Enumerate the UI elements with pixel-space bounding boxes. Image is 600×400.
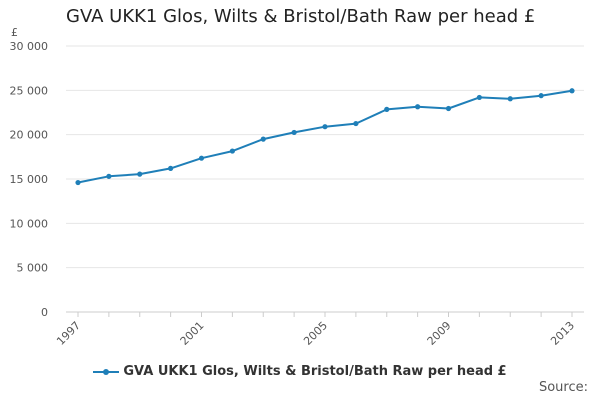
- data-point: [353, 120, 359, 127]
- data-point: [168, 165, 174, 171]
- y-tick-label: 15 000: [10, 173, 49, 186]
- legend-marker-icon: [93, 367, 120, 377]
- data-point: [75, 179, 81, 186]
- x-tick-labels: 1997 2001 2005 2009 2013: [54, 319, 577, 348]
- data-point: [106, 173, 112, 179]
- source-label: Source:: [538, 380, 588, 395]
- data-point: [322, 124, 328, 130]
- y-unit-label: £: [11, 26, 18, 39]
- x-tick-label: 2001: [178, 319, 207, 348]
- data-point: [507, 96, 513, 102]
- axes: [66, 311, 584, 317]
- y-tick-label: 25 000: [10, 84, 49, 97]
- y-tick-label: 20 000: [10, 129, 49, 142]
- y-tick-label: 0: [41, 306, 48, 319]
- data-point: [415, 104, 421, 110]
- legend-label: GVA UKK1 Glos, Wilts & Bristol/Bath Raw …: [123, 364, 507, 379]
- data-point: [229, 148, 235, 154]
- y-tick-label: 5 000: [17, 262, 49, 275]
- gridlines: [66, 45, 584, 269]
- legend-dot: [103, 368, 110, 375]
- series-line: [77, 89, 573, 184]
- y-tick-label: 10 000: [10, 217, 49, 230]
- series-layer: [75, 88, 575, 186]
- x-tick-label: 2013: [548, 319, 577, 348]
- data-point: [260, 136, 266, 142]
- data-point: [291, 129, 297, 136]
- x-tick-label: 2005: [301, 319, 330, 348]
- y-tick-label: 30 000: [10, 40, 49, 53]
- data-point: [198, 155, 205, 161]
- data-point: [569, 88, 575, 94]
- chart-title: GVA UKK1 Glos, Wilts & Bristol/Bath Raw …: [66, 6, 536, 27]
- data-point: [476, 94, 482, 101]
- legend[interactable]: GVA UKK1 Glos, Wilts & Bristol/Bath Raw …: [0, 364, 600, 379]
- x-tick-label: 1997: [54, 319, 83, 348]
- x-tick-label: 2009: [425, 319, 454, 348]
- data-point: [445, 105, 452, 112]
- y-tick-labels: 0 5 000 10 000 15 000 20 000 25 000 30 000: [10, 40, 49, 319]
- data-point: [137, 171, 143, 177]
- data-point: [384, 106, 390, 112]
- data-point: [538, 93, 544, 99]
